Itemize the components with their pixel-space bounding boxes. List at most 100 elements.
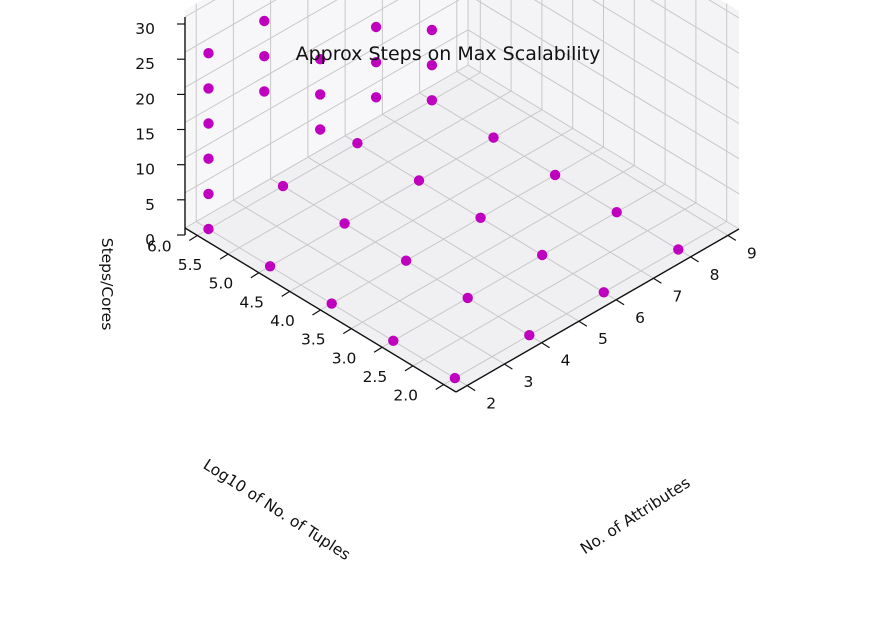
data-point [413,175,425,186]
y-tick-label: 5.0 [209,275,234,293]
gridline-y-floor [227,90,512,255]
gridline-z-left-wall [184,0,277,53]
data-point [488,132,499,143]
data-point [339,218,350,229]
data-point [326,298,337,309]
data-point [370,57,382,68]
z-tick-label: 30 [135,20,155,38]
gridline-z-right-wall [533,0,740,124]
y-tick-label-mark [281,290,291,297]
data-point [611,207,622,218]
y-tick-label-mark [404,365,414,372]
y-tick-label: 3.0 [332,349,357,367]
x-tick-label: 3 [523,373,533,391]
z-tick-label: 10 [135,161,155,179]
gridline-y-floor [412,202,697,367]
gridline-z-left-wall [184,0,399,123]
y-tick-label-mark [219,253,229,260]
gridline-z-left-wall [184,29,469,194]
data-point [352,138,363,149]
y-tick-label: 2.0 [393,387,418,405]
data-point [203,153,214,164]
y-tick-label-mark [373,346,383,353]
y-tick-label: 3.5 [301,331,326,349]
x-tick-mark [504,363,513,370]
data-point [277,180,289,192]
y-tick-label-mark [435,383,445,391]
data-point [264,261,276,272]
x-tick-label: 2 [486,395,496,413]
data-point [203,188,214,200]
chart-title: Approx Steps on Max Scalability [296,43,601,65]
y-tick-label: 6.0 [147,238,172,256]
z-tick-label: 25 [135,55,155,73]
data-point [203,223,214,235]
y-tick-label-mark [342,328,352,335]
data-point [400,255,412,266]
x-tick-label: 7 [672,287,682,305]
y-tick-label-mark [312,309,321,316]
data-point [598,287,609,298]
y-axis-label: Log10 of No. of Tuples [200,456,354,564]
z-tick-label: 5 [145,196,155,214]
data-point [259,15,270,27]
data-point [203,118,214,129]
tick-labels: 2 3 4 5 6 7 8 9 2.0 2.5 3.0 3.5 4.0 4.5 5.0 5.5 6.00 5 10 1… [135,20,756,413]
data-point [315,54,326,65]
gridline-y-floor [289,127,573,292]
data-point [537,249,548,261]
gridline-z-left-wall [184,0,460,159]
data-point [370,21,382,33]
gridline-z-left-wall [184,64,469,229]
x-axis-line [455,228,740,393]
x-axis-label: No. of Attributes [577,474,693,558]
z-tick-label: 0 [145,231,155,249]
data-point [259,51,270,62]
back-left-pane [185,0,468,228]
data-point [315,124,326,135]
gridline-z-left-wall [184,0,338,88]
data-point [462,292,473,304]
gridline-z-right-wall [650,0,740,54]
x-tick-mark [727,234,737,241]
x-tick-mark [578,320,588,327]
gridline-z-right-wall [467,29,740,195]
gridline-z-right-wall [591,0,740,89]
data-point [315,89,326,100]
data-point [426,24,438,36]
z-axis-label: Steps/Cores [98,238,116,331]
x-tick-label: 5 [598,330,608,348]
x-tick-label: 8 [710,266,720,284]
data-point [673,244,684,255]
gridline-z-right-wall [467,64,740,230]
x-tick-mark [653,277,662,284]
data-point [449,372,461,384]
data-point [203,48,214,59]
z-tick-label: 15 [135,126,155,144]
data-points [203,15,684,384]
x-tick-label: 6 [635,309,645,327]
data-point [203,83,214,94]
y-tick-label: 5.5 [178,256,203,274]
data-point [524,330,535,341]
y-tick-label-mark [250,272,260,279]
data-point [388,335,399,346]
data-point [426,59,438,71]
x-tick-label: 9 [747,244,757,262]
data-point [475,212,486,223]
data-point [370,92,382,103]
y-tick-label: 2.5 [363,368,388,386]
x-tick-mark [690,256,699,263]
x-tick-mark [615,299,625,306]
y-tick-label-mark [188,234,198,242]
y-tick-label: 4.0 [270,312,295,330]
data-point [259,86,270,97]
x-tick-mark [466,385,476,392]
x-tick-label: 4 [561,352,571,370]
gridline-z-right-wall [475,0,740,160]
y-tick-label: 4.5 [239,293,264,311]
x-tick-mark [541,342,550,349]
data-point [426,95,438,106]
z-tick-label: 20 [135,90,155,108]
